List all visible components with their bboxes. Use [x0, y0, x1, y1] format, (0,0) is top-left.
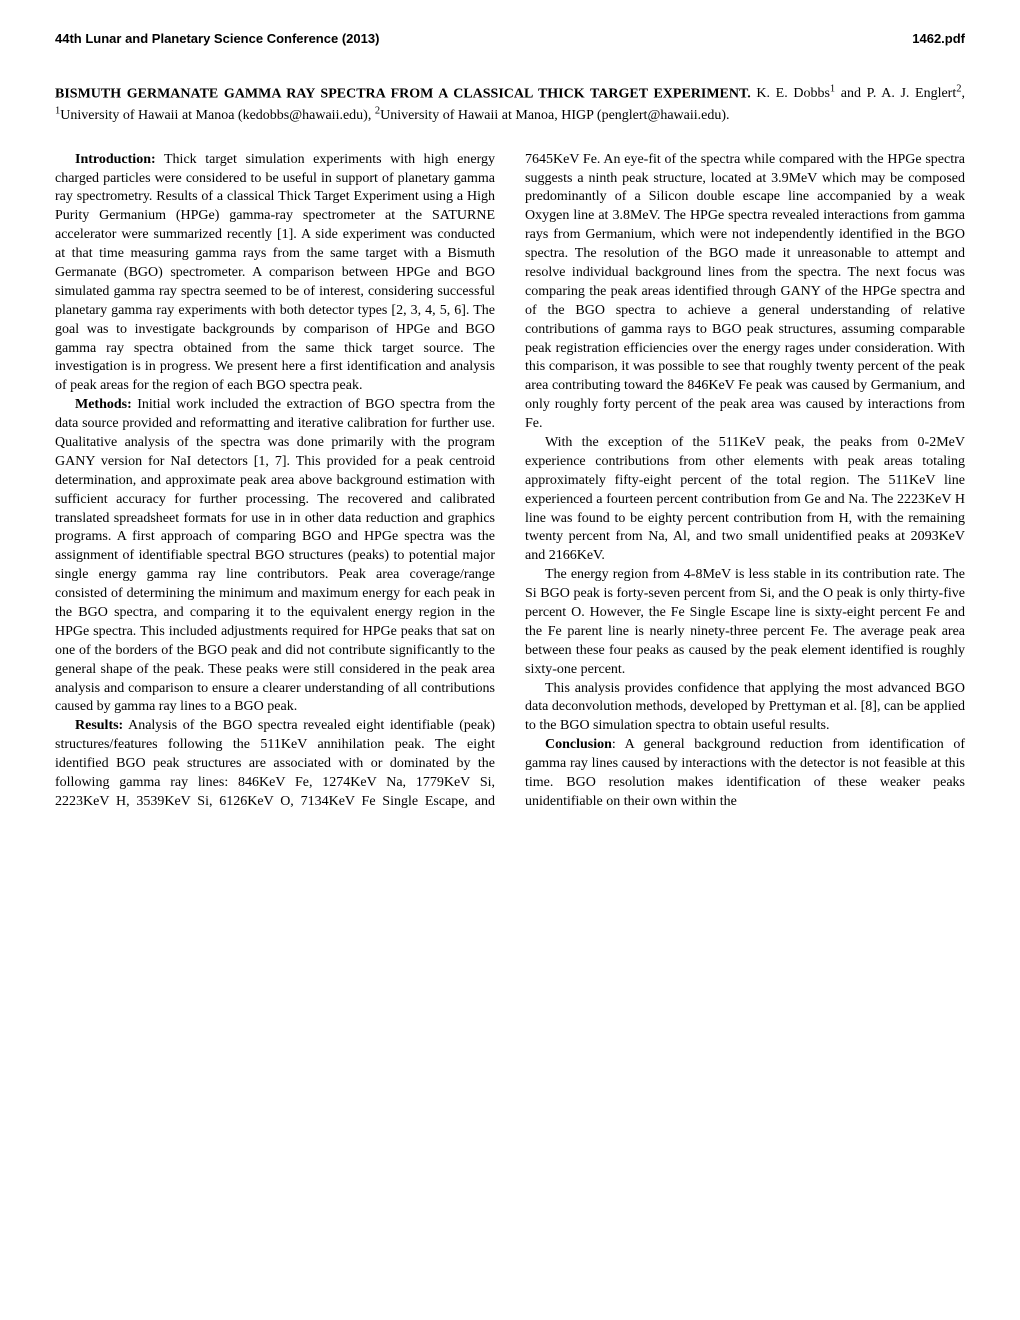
introduction-heading: Introduction:	[75, 152, 156, 167]
body-columns: Introduction: Thick target simulation ex…	[55, 151, 965, 812]
page-header: 44th Lunar and Planetary Science Confere…	[55, 30, 965, 48]
methods-heading: Methods:	[75, 397, 132, 412]
methods-paragraph: Methods: Initial work included the extra…	[55, 396, 495, 717]
methods-text: Initial work included the extraction of …	[55, 397, 495, 714]
title-block: BISMUTH GERMANATE GAMMA RAY SPECTRA FROM…	[55, 83, 965, 126]
conclusion-heading: Conclusion	[545, 737, 612, 752]
conference-name: 44th Lunar and Planetary Science Confere…	[55, 30, 379, 48]
results-heading: Results:	[75, 718, 123, 733]
pdf-id: 1462.pdf	[912, 30, 965, 48]
paper-title: BISMUTH GERMANATE GAMMA RAY SPECTRA FROM…	[55, 86, 751, 101]
results-paragraph-2: With the exception of the 511KeV peak, t…	[525, 434, 965, 566]
results-paragraph-4: This analysis provides confidence that a…	[525, 680, 965, 737]
introduction-paragraph: Introduction: Thick target simulation ex…	[55, 151, 495, 397]
introduction-text: Thick target simulation experiments with…	[55, 152, 495, 394]
conclusion-paragraph: Conclusion: A general background reducti…	[525, 736, 965, 812]
results-paragraph-3: The energy region from 4-8MeV is less st…	[525, 566, 965, 679]
